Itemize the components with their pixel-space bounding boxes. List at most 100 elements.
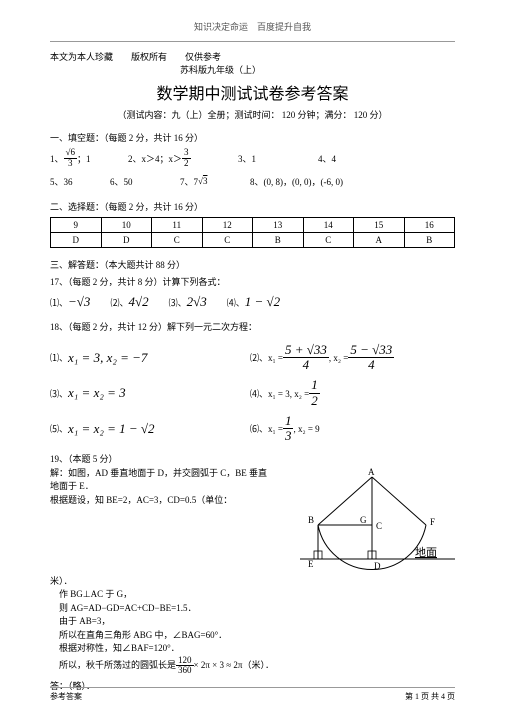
q18-1: x₁ = 3, x₂ = −7 (68, 350, 147, 366)
q18-4-d: 2 (309, 394, 320, 408)
q18-4-n: 1 (309, 378, 320, 393)
q19-l3: 根据题设，知 BE=2，AC=3，CD=0.5（单位： (50, 494, 296, 508)
q19-l4: 作 BG⊥AC 于 G， (50, 588, 455, 602)
q18-2-mid: , x₂ = (329, 353, 348, 363)
a7-label: 7、7 (180, 175, 198, 188)
a7-rad: 3 (203, 176, 208, 186)
fill-row2: 5、36 6、50 7、73 8、(0, 8)，(0, 0)，(-6, 0) (50, 175, 455, 188)
q19-body-cont: 米）． 作 BG⊥AC 于 G， 则 AG=AD−GD=AC+CD−BE=1.5… (50, 575, 455, 694)
a5: 5、36 (50, 175, 110, 188)
subtitle: （测试内容：九（上）全册；测试时间： 120 分钟；满分： 120 分） (50, 108, 455, 121)
q19-l1: 解：如图，AD 垂直地面于 D，并交圆弧于 C，BE 垂直 (50, 467, 296, 481)
swing-diagram: A C G B (300, 467, 455, 572)
q19-body: 解：如图，AD 垂直地面于 D，并交圆弧于 C，BE 垂直 地面于 E． 根据题… (50, 467, 455, 575)
q18-4-label: ⑷、x₁ = 3, x₂ = (250, 387, 309, 400)
footer-right: 第 1 页 共 4 页 (405, 691, 455, 702)
q19-arc-d: 360 (176, 666, 194, 676)
a1-label: 1、 (50, 152, 64, 165)
copyright-line: 本文为本人珍藏 版权所有 仅供参考 (50, 50, 455, 63)
a1-frac: √6 3 (64, 148, 77, 169)
q18-2-n2: 5 − √33 (348, 343, 394, 358)
q17-2-label: ⑵、 (110, 298, 128, 308)
q17-2: 4√2 (128, 294, 148, 309)
subtitle-score: 120 分） (354, 110, 388, 120)
section1-head: 一、填空题：（每题 2 分，共计 16 分） (50, 131, 455, 144)
a8: 8、(0, 8)，(0, 0)，(-6, 0) (250, 175, 343, 188)
a4: 4、4 (318, 152, 336, 165)
td: C (152, 232, 203, 247)
q17-1: −√3 (68, 294, 90, 309)
q19-l9-prefix: 所以，秋千所荡过的圆弧长是 (50, 659, 176, 673)
header-motto: 知识决定命运 百度提升自我 (50, 20, 455, 33)
q19-l5: 则 AG=AD−GD=AC+CD−BE=1.5． (50, 602, 455, 616)
q18-2-d2: 4 (348, 358, 394, 372)
th: 12 (202, 217, 253, 232)
a3: 3、1 (238, 152, 318, 165)
page-title: 数学期中测试试卷参考答案 (50, 80, 455, 104)
edition-line: 苏科版九年级（上） (180, 63, 455, 76)
q18-6-suffix: , x₂ = 9 (293, 424, 319, 434)
td: B (404, 232, 455, 247)
th: 11 (152, 217, 203, 232)
section2-head: 二、选择题：（每题 2 分，共计 16 分） (50, 200, 455, 213)
q19-l6: 由于 AB=3， (50, 615, 455, 629)
header-rule (50, 41, 455, 42)
td: A (354, 232, 405, 247)
th: 13 (253, 217, 304, 232)
q18-head: 18、（每题 2 分，共计 12 分）解下列一元二次方程： (50, 320, 455, 333)
a2-den: 2 (182, 159, 191, 169)
th: 9 (51, 217, 102, 232)
fill-row1: 1、 √6 3 ；1 2、x＞4；x＞ 3 2 3、1 4、4 (50, 148, 455, 169)
q17-3-label: ⑶、 (169, 298, 187, 308)
q18-5-label: ⑸、 (50, 422, 68, 435)
a2-label: 2、x＞4；x＞ (128, 152, 182, 165)
q19-head: 19、（本题 5 分） (50, 452, 455, 465)
td: B (253, 232, 304, 247)
a2-frac: 3 2 (182, 148, 191, 169)
q17-3: 2√3 (187, 294, 207, 309)
q17-4: 1 − √2 (245, 294, 280, 309)
th: 16 (404, 217, 455, 232)
q17-answers: ⑴、−√3 ⑵、4√2 ⑶、2√3 ⑷、1 − √2 (50, 294, 455, 310)
td: D (101, 232, 152, 247)
q18-row1: ⑴、 x₁ = 3, x₂ = −7 ⑵、x₁ = 5 + √33 4 , x₂… (50, 343, 455, 373)
th: 15 (354, 217, 405, 232)
td: C (202, 232, 253, 247)
choice-table: 9 10 11 12 13 14 15 16 D D C C B C A B (50, 217, 455, 248)
q18-4-frac: 1 2 (309, 378, 320, 408)
q17-head: 17、（每题 2 分，共计 8 分）计算下列各式： (50, 275, 455, 288)
td: D (51, 232, 102, 247)
a7-sqrt: 3 (198, 176, 207, 186)
q18-6-frac: 1 3 (283, 414, 294, 444)
q18-row2: ⑶、 x₁ = x₂ = 3 ⑷、x₁ = 3, x₂ = 1 2 (50, 378, 455, 408)
label-G: G (360, 515, 367, 525)
q19-l3b: 米）． (50, 575, 455, 589)
q19-arc-frac: 120 360 (176, 656, 194, 677)
table-row: 9 10 11 12 13 14 15 16 (51, 217, 455, 232)
q17-4-label: ⑷、 (227, 298, 245, 308)
q18-3-label: ⑶、 (50, 387, 68, 400)
label-A: A (368, 467, 375, 477)
th: 14 (303, 217, 354, 232)
th: 10 (101, 217, 152, 232)
q18-2-frac1: 5 + √33 4 (283, 343, 329, 373)
q18-row3: ⑸、 x₁ = x₂ = 1 − √2 ⑹、x₁ = 1 3 , x₂ = 9 (50, 414, 455, 444)
q19-l8: 根据对称性，知∠BAF=120°． (50, 642, 455, 656)
label-E: E (308, 559, 314, 569)
q18-2-n1: 5 + √33 (283, 343, 329, 358)
q19-figure: A C G B (300, 467, 455, 575)
label-F: F (430, 517, 435, 527)
subtitle-prefix: （测试内容：九（上）全册；测试时间： (117, 110, 279, 120)
q19-l7: 所以在直角三角形 ABG 中，∠BAG=60°． (50, 629, 455, 643)
q17-1-label: ⑴、 (50, 298, 68, 308)
a1-den: 3 (64, 159, 77, 169)
q18-6-d: 3 (283, 429, 294, 443)
q18-3: x₁ = x₂ = 3 (68, 385, 126, 401)
q18-2-d1: 4 (283, 358, 329, 372)
table-row: D D C C B C A B (51, 232, 455, 247)
label-B: B (308, 515, 314, 525)
footer-left: 参考答案 (50, 691, 82, 702)
q18-6-n: 1 (283, 414, 294, 429)
a1-suffix: ；1 (77, 152, 91, 165)
q19-l9-suffix: × 2π × 3 ≈ 2π（米）． (194, 659, 274, 673)
